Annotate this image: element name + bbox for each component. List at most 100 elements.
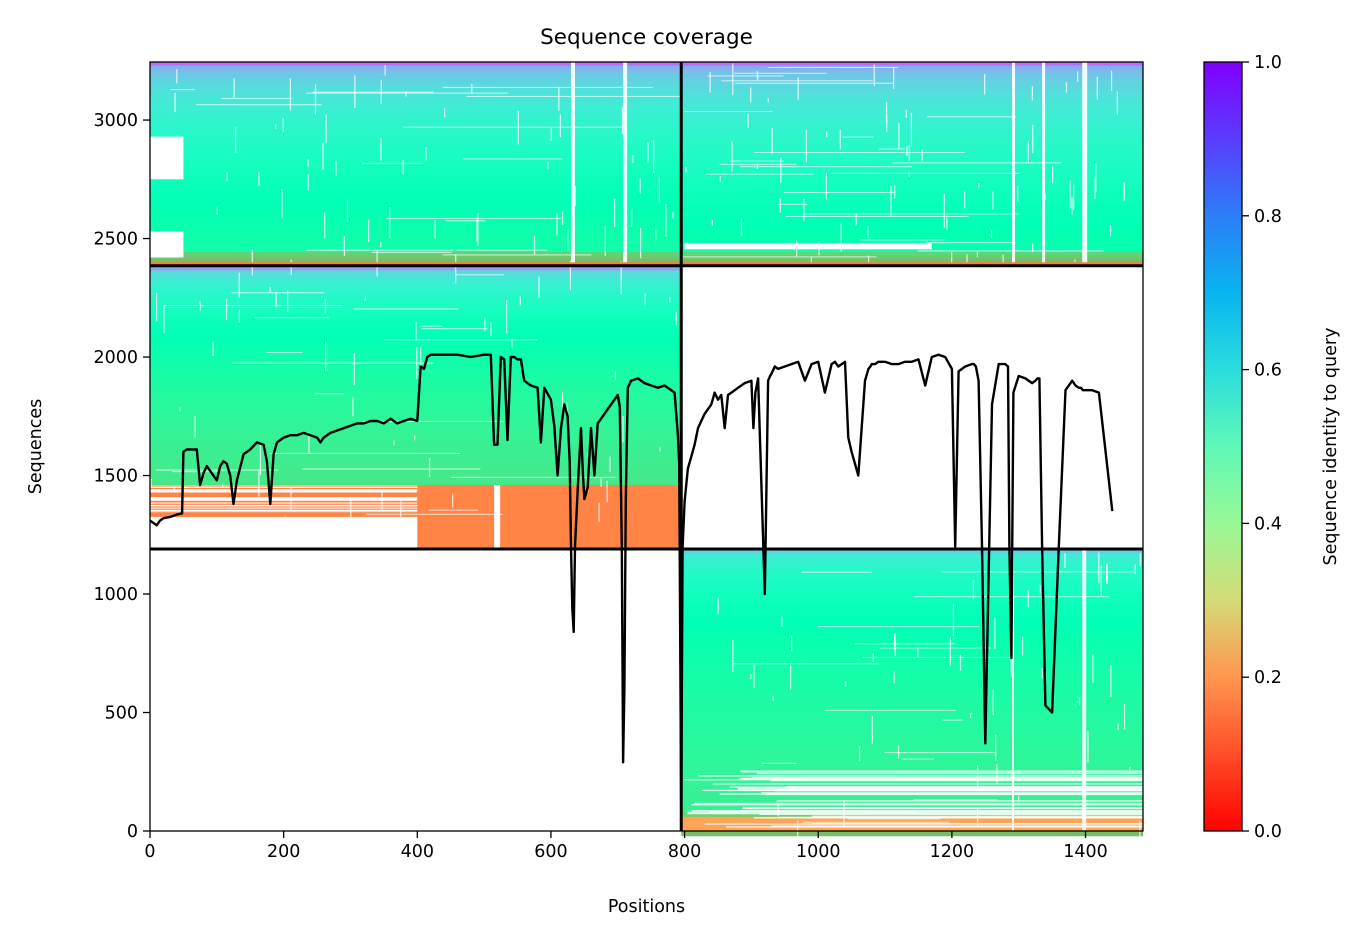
gap-speckle xyxy=(484,317,486,331)
identity-band xyxy=(681,127,1143,132)
gap-speckle xyxy=(994,617,996,649)
gap-column xyxy=(1082,62,1088,266)
gap-row xyxy=(830,172,1020,174)
identity-band xyxy=(681,255,1143,260)
gap-speckle xyxy=(952,603,955,637)
identity-band xyxy=(150,352,682,358)
gap-speckle xyxy=(1018,795,1020,802)
gap-speckle xyxy=(506,300,508,334)
gap-speckle xyxy=(471,83,473,94)
gap-row xyxy=(314,393,344,395)
gap-row xyxy=(277,532,313,534)
identity-band xyxy=(150,144,682,149)
x-tick-label: 1200 xyxy=(930,842,975,862)
gap-speckle xyxy=(858,746,861,762)
y-tick-label: 1500 xyxy=(93,467,138,487)
identity-band xyxy=(681,179,1143,184)
gap-row xyxy=(312,91,434,93)
identity-band xyxy=(681,582,1143,588)
gap-speckle xyxy=(547,161,549,170)
identity-band xyxy=(150,241,682,246)
x-tick-label: 600 xyxy=(534,842,567,862)
gap-row xyxy=(740,770,1143,772)
identity-band xyxy=(150,131,682,136)
y-tick-label: 1000 xyxy=(93,585,138,605)
gap-speckle xyxy=(1044,193,1046,200)
gap-speckle xyxy=(840,223,842,252)
gap-column xyxy=(1042,62,1046,266)
gap-row xyxy=(774,790,1143,792)
gap-speckle xyxy=(843,801,845,827)
gap-speckle xyxy=(322,142,324,170)
gap-speckle xyxy=(567,229,569,251)
identity-band xyxy=(681,106,1143,111)
identity-band xyxy=(681,144,1143,149)
identity-band xyxy=(150,476,682,483)
y-tick-label: 3000 xyxy=(93,111,138,131)
gap-row xyxy=(766,793,1143,796)
gap-speckle xyxy=(750,674,752,680)
gap-row xyxy=(776,203,808,205)
gap-speckle xyxy=(1074,259,1076,293)
identity-band xyxy=(681,649,1143,655)
identity-band xyxy=(681,93,1143,98)
x-tick-label: 400 xyxy=(401,842,434,862)
gap-row xyxy=(761,792,1143,794)
gap-row xyxy=(941,571,1134,573)
gap-speckle xyxy=(604,226,606,256)
alignment-row xyxy=(150,487,443,490)
identity-band xyxy=(150,179,682,184)
gap-row xyxy=(942,719,964,721)
gap-speckle xyxy=(234,127,237,153)
gap-speckle xyxy=(624,113,627,120)
identity-band xyxy=(150,234,682,239)
identity-band xyxy=(150,424,682,430)
identity-band xyxy=(150,207,682,212)
gap-speckle xyxy=(380,137,382,161)
gap-speckle xyxy=(855,214,857,226)
gap-speckle xyxy=(335,160,337,176)
identity-band xyxy=(681,148,1143,153)
gap-row xyxy=(742,807,1143,810)
gap-row xyxy=(803,821,950,823)
gap-row xyxy=(231,292,325,294)
gap-row xyxy=(684,243,932,250)
gap-speckle xyxy=(1123,704,1126,730)
gap-row xyxy=(269,452,461,454)
gap-speckle xyxy=(381,491,383,511)
identity-band xyxy=(681,162,1143,167)
gap-speckle xyxy=(639,178,641,194)
identity-band xyxy=(681,606,1143,612)
gap-speckle xyxy=(620,261,622,295)
gap-row xyxy=(712,783,1143,785)
gap-speckle xyxy=(258,171,260,187)
gap-speckle xyxy=(797,77,799,100)
gap-speckle xyxy=(286,290,289,313)
gap-row xyxy=(752,777,1143,779)
gap-speckle xyxy=(1052,166,1054,184)
gap-speckle xyxy=(614,371,616,381)
gap-speckle xyxy=(796,240,798,257)
alignment-row xyxy=(150,508,480,510)
identity-band xyxy=(681,783,1143,789)
gap-speckle xyxy=(921,149,923,161)
gap-speckle xyxy=(640,228,642,259)
identity-band xyxy=(681,658,1143,665)
gap-speckle xyxy=(966,254,968,281)
gap-speckle xyxy=(753,664,755,689)
low-identity-row xyxy=(150,262,1143,266)
gap-row xyxy=(926,242,1015,244)
identity-band xyxy=(681,131,1143,136)
colorbar-ticks: 0.0 0.2 0.4 0.6 0.8 1.0 xyxy=(1242,53,1282,842)
gap-speckle xyxy=(669,296,671,303)
identity-band xyxy=(150,124,682,129)
gap-speckle xyxy=(1094,178,1096,199)
gap-speckle xyxy=(307,159,309,167)
alignment-row xyxy=(150,513,435,515)
gap-row xyxy=(741,771,1143,773)
gap-speckle xyxy=(194,415,196,438)
identity-band xyxy=(681,200,1143,205)
identity-band xyxy=(681,687,1143,693)
gap-speckle xyxy=(826,131,828,138)
identity-band xyxy=(150,158,682,163)
